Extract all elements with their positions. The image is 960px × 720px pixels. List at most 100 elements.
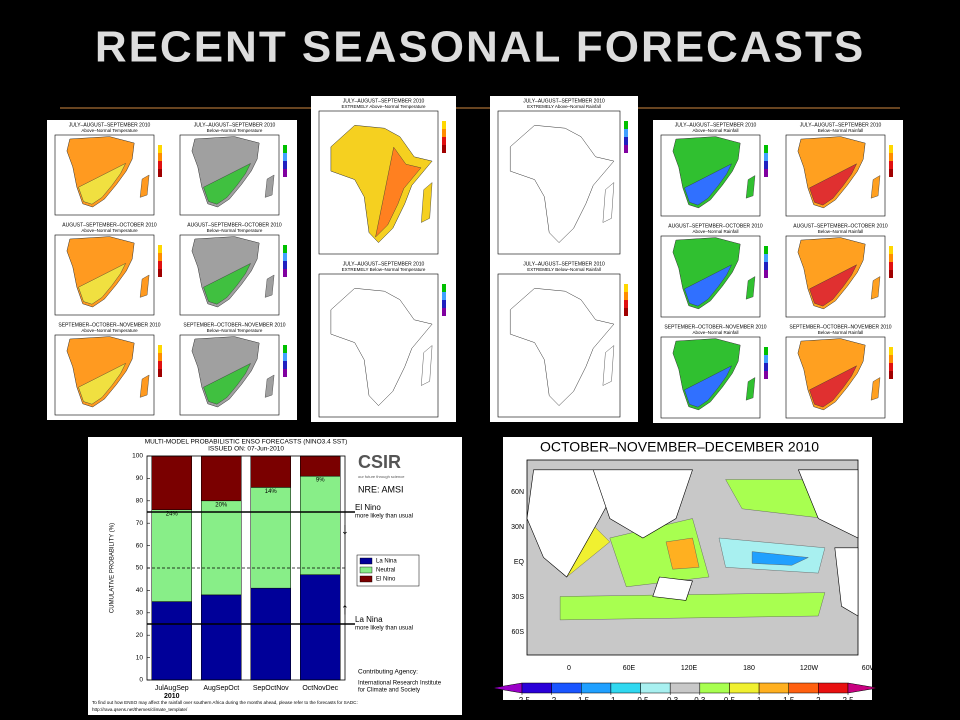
map-subtitle: Above–Normal Rainfall [692, 229, 738, 234]
annotation: Contributing Agency: [358, 669, 418, 676]
map-colorbar [158, 345, 162, 353]
annotation: more likely than usual [355, 514, 413, 520]
arrow: ↓ [341, 521, 349, 538]
map-colorbar [442, 308, 446, 316]
madagascar [870, 175, 881, 199]
map-colorbar [442, 292, 446, 300]
annotation: La Nina [355, 615, 383, 624]
anomaly-region [559, 592, 826, 621]
x-tick-label: OctNovDec [302, 685, 338, 692]
map-colorbar [158, 269, 162, 277]
bar-segment [250, 587, 291, 681]
lon-label: 60W [862, 665, 877, 672]
map-subtitle: EXTREMELY Below–Normal Temperature [342, 267, 426, 272]
map-colorbar [764, 254, 768, 262]
colorbar-label: −0.3 [662, 696, 678, 705]
annotation: more likely than usual [355, 626, 413, 632]
bar-segment [151, 509, 192, 602]
map-colorbar [283, 253, 287, 261]
madagascar [264, 174, 275, 198]
madagascar [139, 374, 150, 398]
logo: CSIR [358, 452, 401, 472]
arrow: ↑ [341, 601, 349, 618]
map-colorbar [764, 145, 768, 153]
logo-tagline: our future through science [358, 474, 405, 479]
x-tick-label: SepOctNov [253, 685, 289, 692]
map-colorbar [624, 129, 628, 137]
map-colorbar [442, 145, 446, 153]
land [330, 125, 433, 243]
map-colorbar [764, 246, 768, 254]
map-colorbar [624, 284, 628, 292]
map-title: JULY–AUGUST–SEPTEMBER 2010 [523, 98, 605, 104]
chart-title: MULTI-MODEL PROBABILISTIC ENSO FORECASTS… [145, 439, 348, 446]
map-colorbar [283, 145, 287, 153]
land-region [203, 362, 252, 405]
map-colorbar [158, 145, 162, 153]
colorbar-box [699, 682, 730, 694]
map-colorbar [889, 363, 893, 371]
colorbar-label: −1.5 [573, 696, 589, 705]
lat-label: EQ [514, 559, 525, 566]
map-colorbar [283, 369, 287, 377]
map-colorbar [764, 270, 768, 278]
colorbar-box [551, 682, 582, 694]
map-subtitle: Above–Normal Rainfall [692, 128, 738, 133]
colorbar-box [818, 682, 849, 694]
map-colorbar [158, 361, 162, 369]
map-colorbar [889, 371, 893, 379]
y-tick-label: 0 [139, 677, 143, 684]
legend-label: La Nina [376, 559, 397, 565]
map-title: SEPTEMBER–OCTOBER–NOVEMBER 2010 [183, 322, 285, 328]
anomaly-region [665, 537, 700, 570]
madagascar [870, 276, 881, 300]
map-title: JULY–AUGUST–SEPTEMBER 2010 [194, 122, 276, 128]
legend-swatch [359, 566, 373, 574]
colorbar-label: −0.5 [633, 696, 649, 705]
value-label: 9% [316, 478, 325, 484]
bar-segment [300, 574, 341, 681]
map-colorbar [764, 363, 768, 371]
map-colorbar [624, 121, 628, 129]
map-subtitle: Below–Normal Temperature [207, 328, 263, 333]
map-colorbar [283, 269, 287, 277]
map-title: SEPTEMBER–OCTOBER–NOVEMBER 2010 [789, 324, 891, 330]
y-tick-label: 20 [136, 632, 144, 639]
map-subtitle: Above–Normal Rainfall [692, 330, 738, 335]
bar-segment [201, 594, 242, 681]
land [330, 288, 433, 406]
land [834, 547, 859, 617]
map-subtitle: Below–Normal Rainfall [818, 128, 864, 133]
legend-label: El Nino [376, 577, 396, 583]
map-title: AUGUST–SEPTEMBER–OCTOBER 2010 [62, 222, 157, 228]
map-subtitle: Above–Normal Temperature [81, 128, 138, 133]
footnote-url: http://rava.qsens.net/themes/climate_tem… [92, 707, 188, 712]
map-colorbar [442, 129, 446, 137]
map-colorbar [158, 245, 162, 253]
land [592, 469, 693, 539]
legend-label: Neutral [376, 568, 395, 574]
land-region [809, 163, 858, 206]
land-region [78, 262, 127, 305]
map-colorbar [764, 153, 768, 161]
map-title: OCTOBER–NOVEMBER–DECEMBER 2010 [540, 439, 819, 455]
map-subtitle: Below–Normal Rainfall [818, 330, 864, 335]
map-colorbar [158, 169, 162, 177]
bar-segment [151, 601, 192, 681]
y-tick-label: 90 [136, 475, 144, 482]
lon-label: 120E [681, 665, 698, 672]
map-colorbar [158, 161, 162, 169]
y-axis-label: CUMULATIVE PROBABILITY (%) [110, 523, 116, 613]
map-colorbar [442, 121, 446, 129]
map-colorbar [889, 347, 893, 355]
map-title: AUGUST–SEPTEMBER–OCTOBER 2010 [668, 223, 763, 229]
map-colorbar [624, 145, 628, 153]
bar-segment [151, 455, 192, 511]
map-colorbar [889, 145, 893, 153]
map-colorbar [283, 361, 287, 369]
map-title: JULY–AUGUST–SEPTEMBER 2010 [343, 98, 425, 104]
map-colorbar [624, 300, 628, 308]
map-colorbar [889, 161, 893, 169]
map-colorbar [283, 153, 287, 161]
land-region [809, 365, 858, 408]
